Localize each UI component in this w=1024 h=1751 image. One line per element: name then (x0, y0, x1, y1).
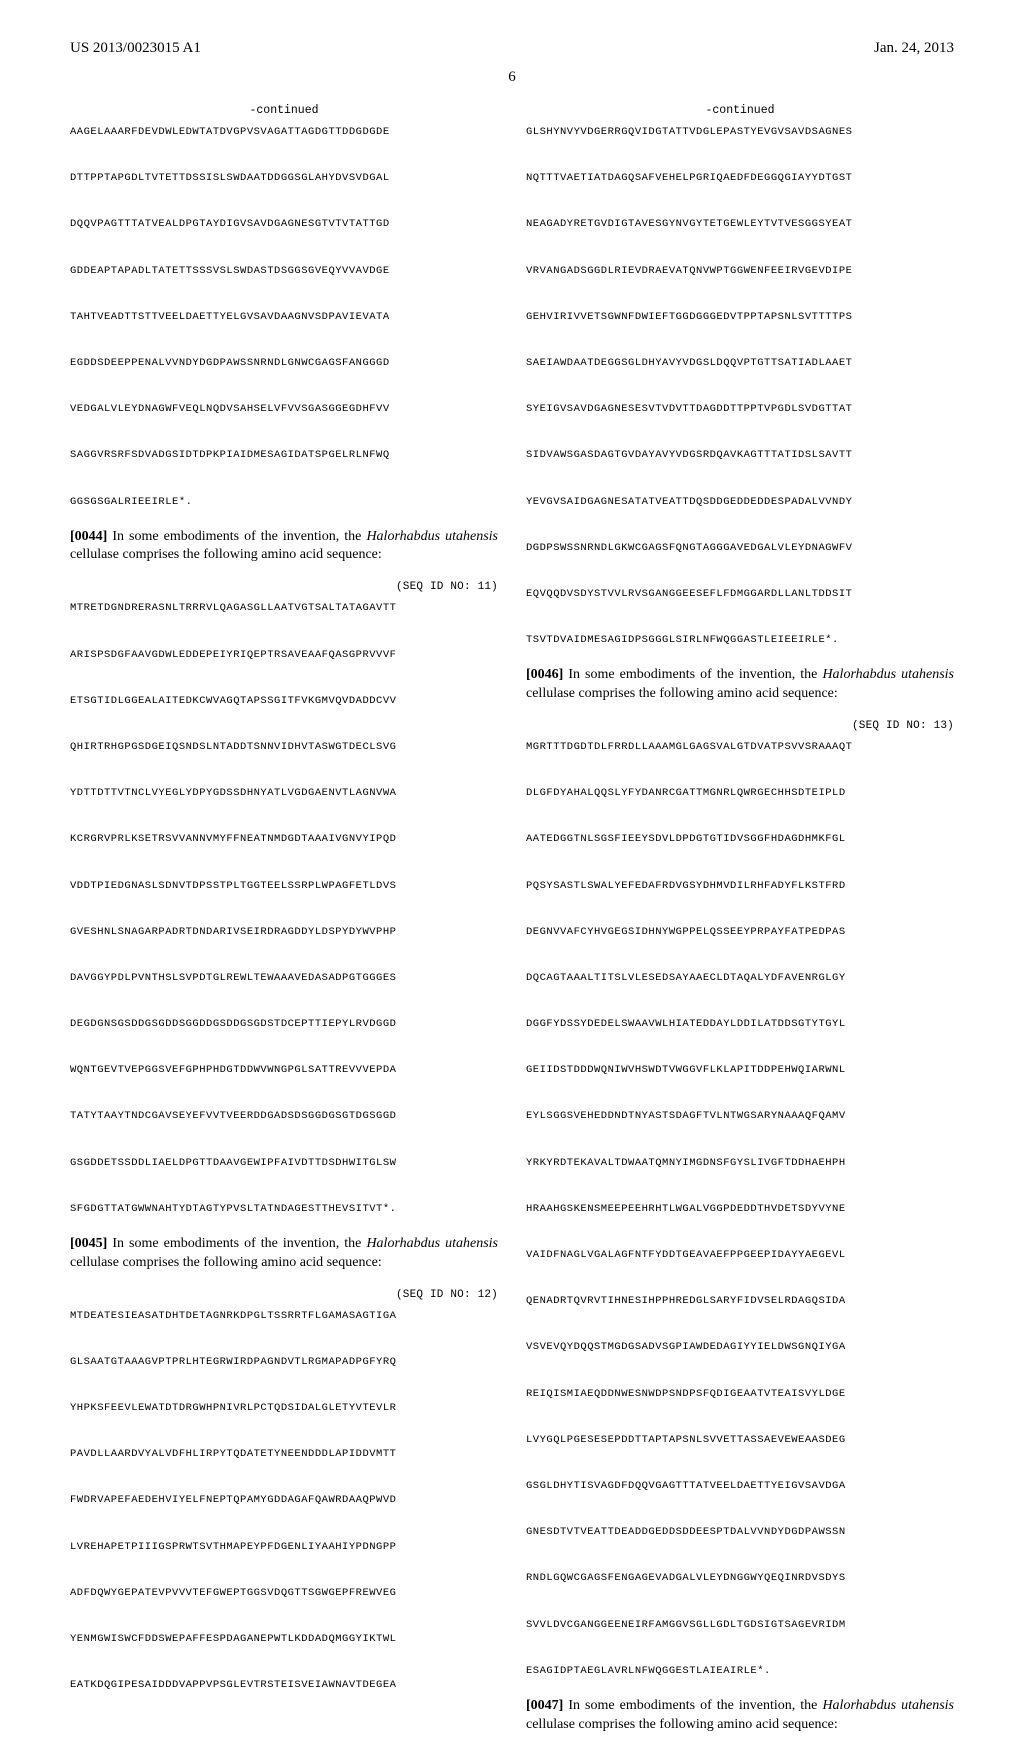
paragraph-number: [0047] (526, 1698, 563, 1713)
right-column: -continued GLSHYNVYVDGERRGQVIDGTATTVDGLE… (526, 104, 954, 1751)
paragraph-text: cellulase comprises the following amino … (70, 547, 382, 562)
species-name: Halorhabdus utahensis (822, 667, 954, 682)
paragraph-number: [0045] (70, 1236, 107, 1251)
species-name: Halorhabdus utahensis (366, 529, 498, 544)
continued-label: -continued (70, 104, 498, 117)
paragraph-text: In some embodiments of the invention, th… (563, 667, 822, 682)
paragraph-0045: [0045] In some embodiments of the invent… (70, 1235, 498, 1273)
sequence-continued-left: AAGELAAARFDEVDWLEDWTATDVGPVSVAGATTAGDGTT… (70, 121, 498, 514)
paragraph-text: cellulase comprises the following amino … (70, 1255, 382, 1270)
species-name: Halorhabdus utahensis (366, 1236, 498, 1251)
patent-id: US 2013/0023015 A1 (70, 40, 201, 57)
publication-date: Jan. 24, 2013 (874, 40, 954, 57)
sequence-continued-right: GLSHYNVYVDGERRGQVIDGTATTVDGLEPASTYEVGVSA… (526, 121, 954, 652)
paragraph-0047: [0047] In some embodiments of the invent… (526, 1697, 954, 1735)
continued-label: -continued (526, 104, 954, 117)
species-name: Halorhabdus utahensis (822, 1698, 954, 1713)
paragraph-0046: [0046] In some embodiments of the invent… (526, 666, 954, 704)
paragraph-text: cellulase comprises the following amino … (526, 686, 838, 701)
page-number: 6 (70, 69, 954, 86)
sequence-11: MTRETDGNDRERASNLTRRRVLQAGASGLLAATVGTSALT… (70, 597, 498, 1221)
two-column-layout: -continued AAGELAAARFDEVDWLEDWTATDVGPVSV… (70, 104, 954, 1751)
seq-id-line: (SEQ ID NO: 11) (70, 581, 498, 593)
paragraph-text: In some embodiments of the invention, th… (107, 1236, 366, 1251)
page-header: US 2013/0023015 A1 Jan. 24, 2013 (70, 40, 954, 57)
paragraph-number: [0046] (526, 667, 563, 682)
paragraph-0044: [0044] In some embodiments of the invent… (70, 528, 498, 566)
paragraph-text: In some embodiments of the invention, th… (107, 529, 366, 544)
seq-id-line: (SEQ ID NO: 12) (70, 1289, 498, 1301)
paragraph-text: cellulase comprises the following amino … (526, 1717, 838, 1732)
sequence-13: MGRTTTDGDTDLFRRDLLAAAMGLGAGSVALGTDVATPSV… (526, 736, 954, 1683)
left-column: -continued AAGELAAARFDEVDWLEDWTATDVGPVSV… (70, 104, 498, 1751)
sequence-12: MTDEATESIEASATDHTDETAGNRKDPGLTSSRRTFLGAM… (70, 1305, 498, 1698)
paragraph-text: In some embodiments of the invention, th… (563, 1698, 822, 1713)
paragraph-number: [0044] (70, 529, 107, 544)
seq-id-line: (SEQ ID NO: 13) (526, 720, 954, 732)
